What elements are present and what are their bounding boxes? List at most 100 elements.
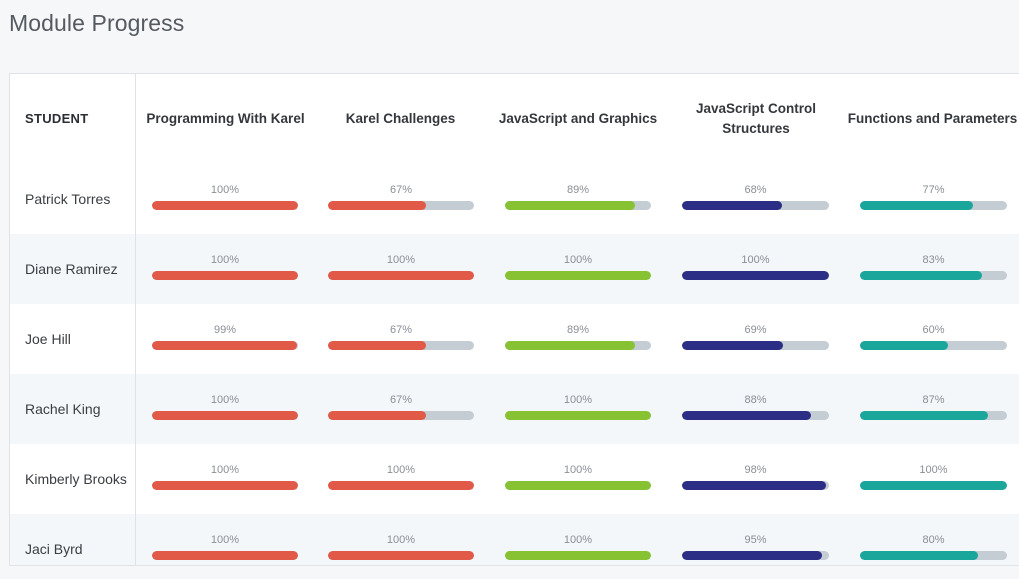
column-header-javascript-control-structures[interactable]: JavaScript Control Structures [695, 101, 817, 136]
progress-bar-track [152, 271, 298, 280]
progress-percent-label: 100% [563, 464, 593, 476]
progress-cell-javascript-control-structures[interactable]: 68% [682, 164, 829, 234]
progress-bar-fill [152, 341, 297, 350]
progress-cell-javascript-and-graphics[interactable]: 100% [505, 234, 651, 304]
progress-percent-label: 100% [386, 254, 416, 266]
progress-cell-karel-challenges[interactable]: 67% [328, 304, 474, 374]
progress-percent-label: 89% [566, 324, 590, 336]
progress-cell-javascript-control-structures[interactable]: 95% [682, 514, 829, 565]
progress-cell-programming-with-karel[interactable]: 100% [152, 514, 298, 565]
progress-bar-track [682, 411, 829, 420]
progress-bar-fill [152, 201, 298, 210]
progress-bar-fill [328, 271, 474, 280]
table-row: Rachel King 100% 67% 100% 88% 87% [10, 374, 1019, 444]
progress-bar-track [505, 411, 651, 420]
progress-bar-track [860, 271, 1007, 280]
progress-cell-javascript-control-structures[interactable]: 98% [682, 444, 829, 514]
progress-bar-track [328, 551, 474, 560]
table-row: Patrick Torres 100% 67% 89% 68% 77% [10, 164, 1019, 234]
student-name[interactable]: Jaci Byrd [25, 541, 83, 557]
progress-bar-fill [860, 481, 1007, 490]
progress-bar-track [860, 411, 1007, 420]
progress-bar-fill [505, 341, 635, 350]
progress-bar-track [860, 481, 1007, 490]
progress-cell-javascript-and-graphics[interactable]: 89% [505, 164, 651, 234]
progress-cell-javascript-and-graphics[interactable]: 100% [505, 514, 651, 565]
progress-bar-track [682, 201, 829, 210]
progress-percent-label: 89% [566, 184, 590, 196]
progress-bar-fill [860, 201, 974, 210]
progress-cell-karel-challenges[interactable]: 100% [328, 444, 474, 514]
student-name[interactable]: Kimberly Brooks [25, 471, 127, 487]
progress-percent-label: 99% [213, 324, 237, 336]
progress-bar-fill [860, 551, 978, 560]
progress-bar-fill [328, 411, 426, 420]
progress-cell-javascript-and-graphics[interactable]: 89% [505, 304, 651, 374]
progress-cell-javascript-and-graphics[interactable]: 100% [505, 374, 651, 444]
progress-percent-label: 100% [210, 464, 240, 476]
progress-cell-functions-and-parameters[interactable]: 83% [860, 234, 1007, 304]
progress-percent-label: 100% [386, 464, 416, 476]
progress-percent-label: 87% [922, 394, 945, 406]
progress-bar-fill [682, 341, 784, 350]
student-name[interactable]: Patrick Torres [25, 191, 111, 207]
table-row: Kimberly Brooks 100% 100% 100% 98% 100% [10, 444, 1019, 514]
progress-percent-label: 67% [389, 394, 413, 406]
table-header-row: STUDENT Programming With Karel Karel Cha… [10, 74, 1019, 165]
progress-percent-label: 95% [744, 534, 767, 546]
progress-cell-karel-challenges[interactable]: 67% [328, 164, 474, 234]
progress-bar-fill [328, 551, 474, 560]
student-name[interactable]: Joe Hill [25, 331, 71, 347]
column-header-javascript-and-graphics[interactable]: JavaScript and Graphics [498, 111, 658, 126]
progress-bar-track [152, 551, 298, 560]
progress-bar-fill [505, 551, 651, 560]
progress-bar-fill [505, 481, 651, 490]
column-header-programming-with-karel[interactable]: Programming With Karel [146, 111, 305, 126]
progress-bar-fill [328, 481, 474, 490]
progress-cell-karel-challenges[interactable]: 67% [328, 374, 474, 444]
progress-cell-karel-challenges[interactable]: 100% [328, 234, 474, 304]
progress-cell-programming-with-karel[interactable]: 100% [152, 444, 298, 514]
column-header-karel-challenges[interactable]: Karel Challenges [345, 111, 456, 126]
progress-cell-programming-with-karel[interactable]: 99% [152, 304, 298, 374]
progress-bar-track [505, 271, 651, 280]
progress-bar-fill [505, 201, 635, 210]
column-header-functions-and-parameters[interactable]: Functions and Parameters [847, 111, 1018, 126]
progress-bar-fill [152, 481, 298, 490]
progress-percent-label: 88% [744, 394, 767, 406]
progress-bar-track [152, 411, 298, 420]
progress-bar-fill [152, 551, 298, 560]
student-name[interactable]: Rachel King [25, 401, 101, 417]
progress-cell-javascript-control-structures[interactable]: 88% [682, 374, 829, 444]
progress-cell-functions-and-parameters[interactable]: 77% [860, 164, 1007, 234]
progress-bar-fill [860, 271, 982, 280]
progress-cell-javascript-control-structures[interactable]: 69% [682, 304, 829, 374]
student-column-header[interactable]: STUDENT [25, 111, 89, 126]
student-name[interactable]: Diane Ramirez [25, 261, 118, 277]
page-title: Module Progress [9, 10, 185, 36]
progress-cell-programming-with-karel[interactable]: 100% [152, 164, 298, 234]
progress-cell-karel-challenges[interactable]: 100% [328, 514, 474, 565]
progress-percent-label: 100% [210, 534, 240, 546]
progress-cell-functions-and-parameters[interactable]: 100% [860, 444, 1007, 514]
table-row: Jaci Byrd 100% 100% 100% 95% 80% [10, 514, 1019, 565]
progress-bar-track [152, 201, 298, 210]
progress-cell-programming-with-karel[interactable]: 100% [152, 234, 298, 304]
progress-cell-functions-and-parameters[interactable]: 80% [860, 514, 1007, 565]
progress-cell-javascript-control-structures[interactable]: 100% [682, 234, 829, 304]
progress-bar-track [328, 341, 474, 350]
progress-bar-track [682, 551, 829, 560]
progress-percent-label: 80% [922, 534, 945, 546]
progress-cell-functions-and-parameters[interactable]: 87% [860, 374, 1007, 444]
progress-bar-fill [682, 201, 782, 210]
progress-bar-track [860, 551, 1007, 560]
progress-percent-label: 100% [386, 534, 416, 546]
progress-bar-track [328, 271, 474, 280]
progress-bar-track [152, 341, 298, 350]
progress-percent-label: 100% [563, 534, 593, 546]
progress-cell-functions-and-parameters[interactable]: 60% [860, 304, 1007, 374]
progress-bar-fill [682, 271, 829, 280]
progress-cell-javascript-and-graphics[interactable]: 100% [505, 444, 651, 514]
progress-cell-programming-with-karel[interactable]: 100% [152, 374, 298, 444]
progress-bar-track [152, 481, 298, 490]
